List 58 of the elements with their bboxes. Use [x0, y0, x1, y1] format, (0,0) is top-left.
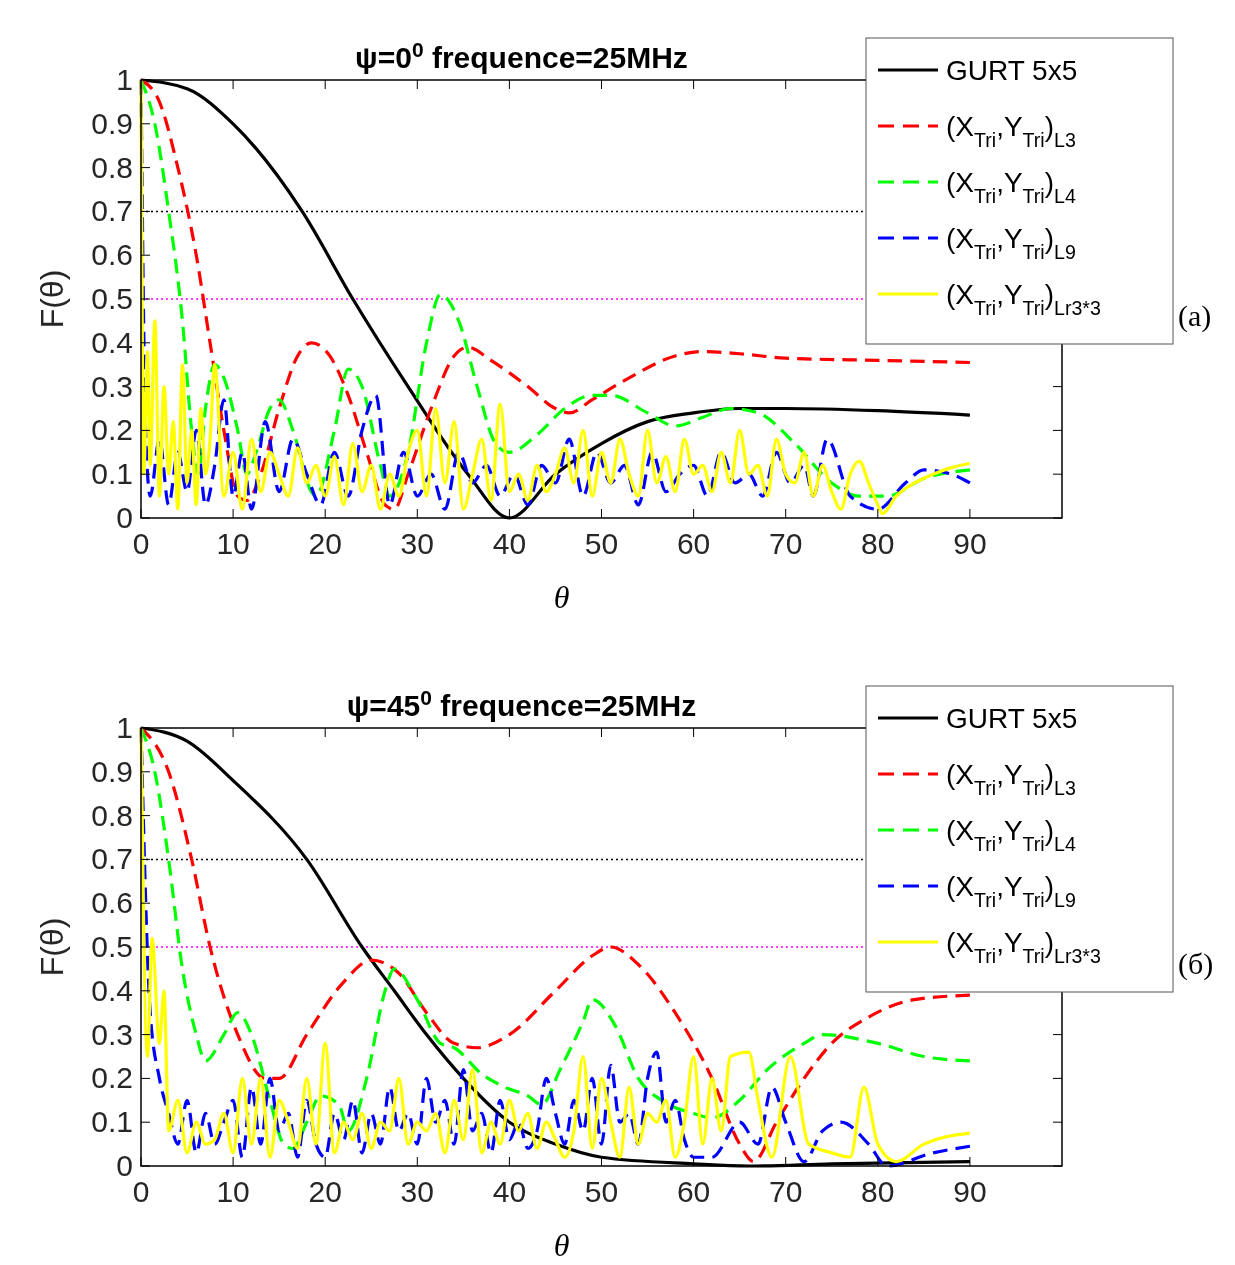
y-tick-label: 0 [116, 1149, 133, 1182]
y-tick-label: 0.6 [91, 238, 133, 272]
x-tick-label: 80 [861, 527, 895, 560]
legend-label: GURT 5x5 [946, 703, 1078, 734]
legend-label: (X$_{Tri}$,Y$_{Tri}$)$_{Lr3*3}$ [946, 927, 1101, 967]
y-tick-label: 0.4 [91, 973, 133, 1007]
y-tick-label: 0.1 [91, 457, 133, 491]
x-tick-label: 50 [584, 1175, 619, 1208]
x-axis-title: θ [553, 1227, 570, 1263]
x-tick-label: 10 [216, 1175, 250, 1208]
x-tick-label: 30 [400, 527, 434, 560]
legend-label: (X$_{Tri}$,Y$_{Tri}$)$_{L9}$ [946, 871, 1076, 911]
x-tick-label: 70 [769, 527, 803, 560]
legend-label: (X$_{Tri}$,Y$_{Tri}$)$_{L3}$ [946, 759, 1076, 799]
y-tick-label: 0.7 [91, 842, 133, 876]
x-axis-title: θ [553, 579, 570, 615]
y-tick-label: 0.8 [91, 798, 133, 832]
y-tick-label: 0.6 [91, 886, 133, 920]
y-tick-label: 0.3 [91, 1017, 133, 1051]
legend-label: (X$_{Tri}$,Y$_{Tri}$)$_{L4}$ [946, 815, 1076, 855]
y-tick-label: 0.4 [91, 325, 133, 359]
y-tick-label: 1 [116, 63, 133, 96]
legend-label: GURT 5x5 [946, 55, 1078, 86]
y-tick-label: 0.5 [91, 282, 133, 315]
y-tick-label: 0.5 [91, 930, 133, 963]
y-tick-label: 0.1 [91, 1105, 133, 1139]
y-tick-label: 0.2 [91, 1061, 133, 1095]
x-tick-label: 60 [676, 527, 711, 560]
x-tick-label: 70 [769, 1175, 803, 1208]
x-tick-label: 40 [492, 1175, 527, 1208]
x-tick-label: 40 [492, 527, 527, 560]
legend-label: (X$_{Tri}$,Y$_{Tri}$)$_{Lr3*3}$ [946, 279, 1101, 319]
text: (б) [1178, 947, 1214, 981]
y-tick-label: 0.3 [91, 369, 133, 403]
x-tick-label: 60 [676, 1175, 711, 1208]
x-tick-label: 20 [308, 527, 342, 560]
x-tick-label: 50 [584, 527, 619, 560]
x-tick-label: 90 [953, 1175, 987, 1208]
legend-label: (X$_{Tri}$,Y$_{Tri}$)$_{L4}$ [946, 167, 1076, 207]
y-tick-label: 0.9 [91, 754, 133, 788]
y-tick-label: 1 [116, 711, 133, 744]
legend-label: (X$_{Tri}$,Y$_{Tri}$)$_{L3}$ [946, 111, 1076, 151]
x-tick-label: 90 [953, 527, 987, 560]
text: (a) [1178, 299, 1212, 333]
y-tick-label: 0.9 [91, 106, 133, 140]
legend-label: (X$_{Tri}$,Y$_{Tri}$)$_{L9}$ [946, 223, 1076, 263]
y-axis-title: F(θ) [34, 917, 70, 977]
x-tick-label: 80 [861, 1175, 895, 1208]
y-tick-label: 0.2 [91, 413, 133, 447]
y-tick-label: 0 [116, 501, 133, 534]
chart-title: ψ=45$^{0}$ frequence=25MHz [346, 685, 697, 722]
y-tick-label: 0.7 [91, 194, 133, 228]
x-tick-label: 10 [216, 527, 250, 560]
x-tick-label: 30 [400, 1175, 434, 1208]
chart-title: ψ=0$^{0}$ frequence=25MHz [355, 37, 688, 74]
y-tick-label: 0.8 [91, 150, 133, 184]
y-axis-title: F(θ) [34, 269, 70, 329]
x-tick-label: 20 [308, 1175, 342, 1208]
